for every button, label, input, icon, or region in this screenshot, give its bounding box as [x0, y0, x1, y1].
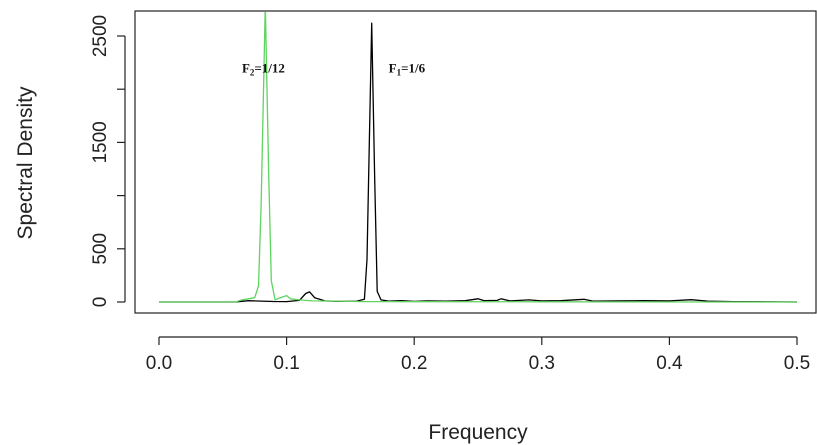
y-tick-label: 500 [90, 233, 111, 265]
series-group [159, 12, 798, 303]
x-ticks: 0.0 0.1 0.2 0.3 0.4 0.5 [146, 337, 810, 374]
y-tick-label: 1500 [90, 121, 111, 163]
x-tick-label: 0.3 [529, 353, 555, 374]
series-line-2 [159, 12, 798, 303]
x-tick-label: 0.0 [146, 353, 172, 374]
x-tick-label: 0.4 [656, 353, 683, 374]
peak-annotation: F2=1/12 [242, 61, 285, 78]
annotations: F2=1/12 F1=1/6 [242, 61, 426, 78]
y-ticks: 0 500 1500 2500 [90, 15, 125, 307]
peak-annotation: F1=1/6 [389, 61, 426, 78]
plot-frame [134, 10, 817, 314]
y-tick-label: 2500 [90, 15, 111, 57]
x-axis-label: Frequency [428, 421, 528, 444]
y-tick-label: 0 [90, 297, 111, 308]
x-tick-label: 0.5 [784, 353, 810, 374]
x-tick-label: 0.2 [401, 353, 427, 374]
x-tick-label: 0.1 [273, 353, 299, 374]
y-axis-label: Spectral Density [14, 86, 37, 239]
